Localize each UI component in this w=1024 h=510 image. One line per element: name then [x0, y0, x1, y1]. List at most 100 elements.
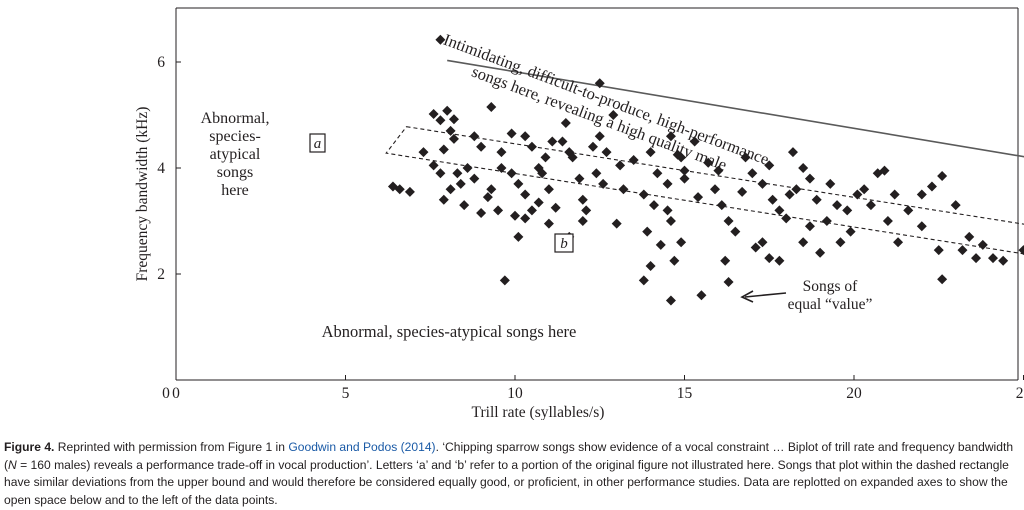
data-point [435, 34, 446, 45]
data-point [903, 205, 914, 216]
annotation-equal-value: Songs of equal “value” [788, 278, 873, 313]
annotation-left-line-2: species- [209, 128, 261, 145]
annotation-equal-value-line-1: Songs of [803, 278, 859, 295]
data-point [550, 202, 561, 213]
data-point [957, 245, 968, 256]
data-point [693, 192, 704, 203]
data-point [926, 181, 937, 192]
caption-figure-label: Figure 4. [4, 440, 55, 454]
data-point [547, 136, 558, 147]
data-point [662, 178, 673, 189]
data-point [581, 205, 592, 216]
data-point [476, 141, 487, 152]
data-point [821, 216, 832, 226]
data-point [676, 237, 687, 248]
x-tick-label: 0 [172, 385, 180, 402]
data-points [387, 34, 1024, 306]
data-point [662, 205, 673, 216]
annotation-left-line-5: here [221, 182, 249, 199]
data-point [825, 178, 836, 189]
data-point [574, 173, 585, 184]
data-point [428, 160, 439, 171]
data-point [774, 255, 785, 266]
data-point [513, 231, 524, 242]
data-point [499, 275, 510, 286]
data-point [723, 216, 734, 226]
scatter-figure: 05101520253035400246 Frequency bandwidth… [134, 7, 1024, 420]
data-point [513, 178, 524, 189]
data-point [937, 274, 948, 285]
data-point [642, 226, 653, 237]
data-point [665, 295, 676, 306]
x-tick-label: 20 [846, 385, 862, 402]
data-point [557, 136, 568, 147]
data-point [506, 168, 517, 179]
data-point [520, 213, 531, 224]
data-point [601, 147, 612, 158]
data-point [628, 155, 639, 166]
data-point [438, 144, 449, 155]
y-tick-label: 2 [157, 266, 165, 283]
data-point [737, 186, 748, 197]
data-point [459, 200, 470, 211]
data-point [594, 78, 605, 89]
caption-n-symbol: N [8, 457, 17, 472]
data-point [404, 186, 415, 197]
data-point [469, 173, 480, 184]
annotation-left-line-3: atypical [210, 146, 261, 163]
caption-text-part-2: = 160 males) reveals a performance trade… [4, 457, 1009, 507]
data-point [832, 200, 843, 211]
label-a-box: a [309, 133, 326, 153]
data-point [543, 218, 554, 229]
data-point [882, 216, 893, 226]
data-point [916, 189, 927, 200]
x-tick-label: 10 [507, 385, 523, 402]
y-axis-label: Frequency bandwidth (kHz) [134, 107, 151, 282]
data-point [476, 208, 487, 219]
origin-tick-label: 0 [162, 385, 170, 402]
data-point [835, 237, 846, 248]
data-point [560, 117, 571, 128]
label-a: a [314, 136, 322, 152]
data-point [679, 173, 690, 184]
data-point [757, 237, 768, 248]
annotation-equal-value-line-2: equal “value” [788, 296, 873, 313]
data-point [852, 189, 863, 200]
data-point [665, 131, 676, 142]
data-point [893, 237, 904, 248]
data-point [950, 200, 961, 211]
data-point [608, 110, 619, 120]
data-point [998, 255, 1009, 266]
data-point [587, 141, 598, 152]
data-point [879, 165, 890, 176]
data-point [486, 102, 497, 113]
data-point [689, 136, 700, 147]
data-point [845, 226, 856, 237]
data-point [452, 168, 463, 179]
data-point [757, 178, 768, 189]
data-point [791, 184, 802, 195]
data-point [889, 189, 900, 200]
data-point [655, 239, 666, 250]
data-point [804, 221, 815, 232]
y-tick-label: 4 [157, 160, 165, 177]
data-point [937, 170, 948, 181]
data-point [543, 184, 554, 195]
data-point [652, 168, 663, 179]
data-point [526, 205, 537, 216]
data-point [747, 168, 758, 179]
data-point [767, 194, 778, 205]
data-point [394, 184, 405, 195]
data-point [713, 165, 724, 176]
data-point [781, 213, 792, 224]
caption-citation-link[interactable]: Goodwin and Podos (2014) [288, 440, 436, 454]
data-point [750, 242, 761, 253]
data-point [577, 194, 588, 205]
data-point [618, 184, 629, 195]
data-point [665, 216, 676, 226]
data-point [710, 184, 721, 195]
data-point [435, 168, 446, 179]
data-point [598, 178, 609, 189]
data-point [438, 194, 449, 205]
arrow-icon [740, 290, 787, 303]
